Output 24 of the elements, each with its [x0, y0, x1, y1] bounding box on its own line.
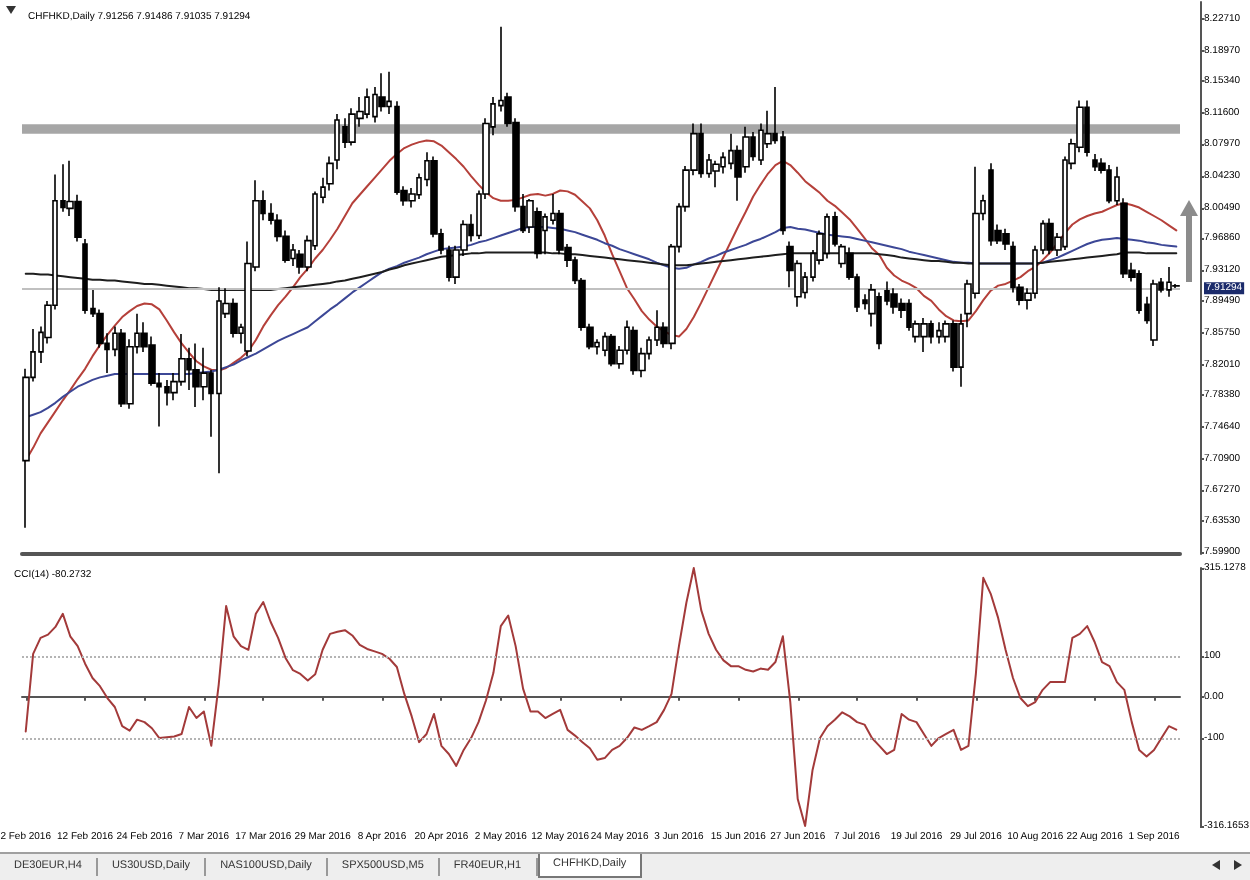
- candlestick: [1046, 217, 1054, 256]
- candlestick: [920, 317, 928, 353]
- candlestick: [1084, 99, 1090, 158]
- candlestick: [82, 238, 88, 315]
- candlestick: [364, 87, 370, 120]
- candlestick: [534, 206, 542, 260]
- candlestick: [988, 162, 994, 247]
- candlestick: [630, 325, 638, 376]
- candlestick: [608, 333, 616, 368]
- line-series: [24, 226, 1178, 419]
- candlestick: [1106, 164, 1112, 205]
- candlestick: [928, 319, 934, 345]
- candlestick: [192, 342, 200, 408]
- candlestick: [698, 122, 704, 179]
- candlestick: [824, 212, 830, 260]
- candlestick: [890, 287, 898, 315]
- candlestick: [1092, 153, 1098, 172]
- candlestick: [936, 321, 942, 345]
- candlestick: [1150, 278, 1158, 347]
- candlestick: [216, 286, 222, 475]
- candlestick: [118, 328, 126, 408]
- line-series: [24, 251, 1178, 291]
- candlestick: [1166, 266, 1172, 298]
- candlestick: [712, 160, 720, 188]
